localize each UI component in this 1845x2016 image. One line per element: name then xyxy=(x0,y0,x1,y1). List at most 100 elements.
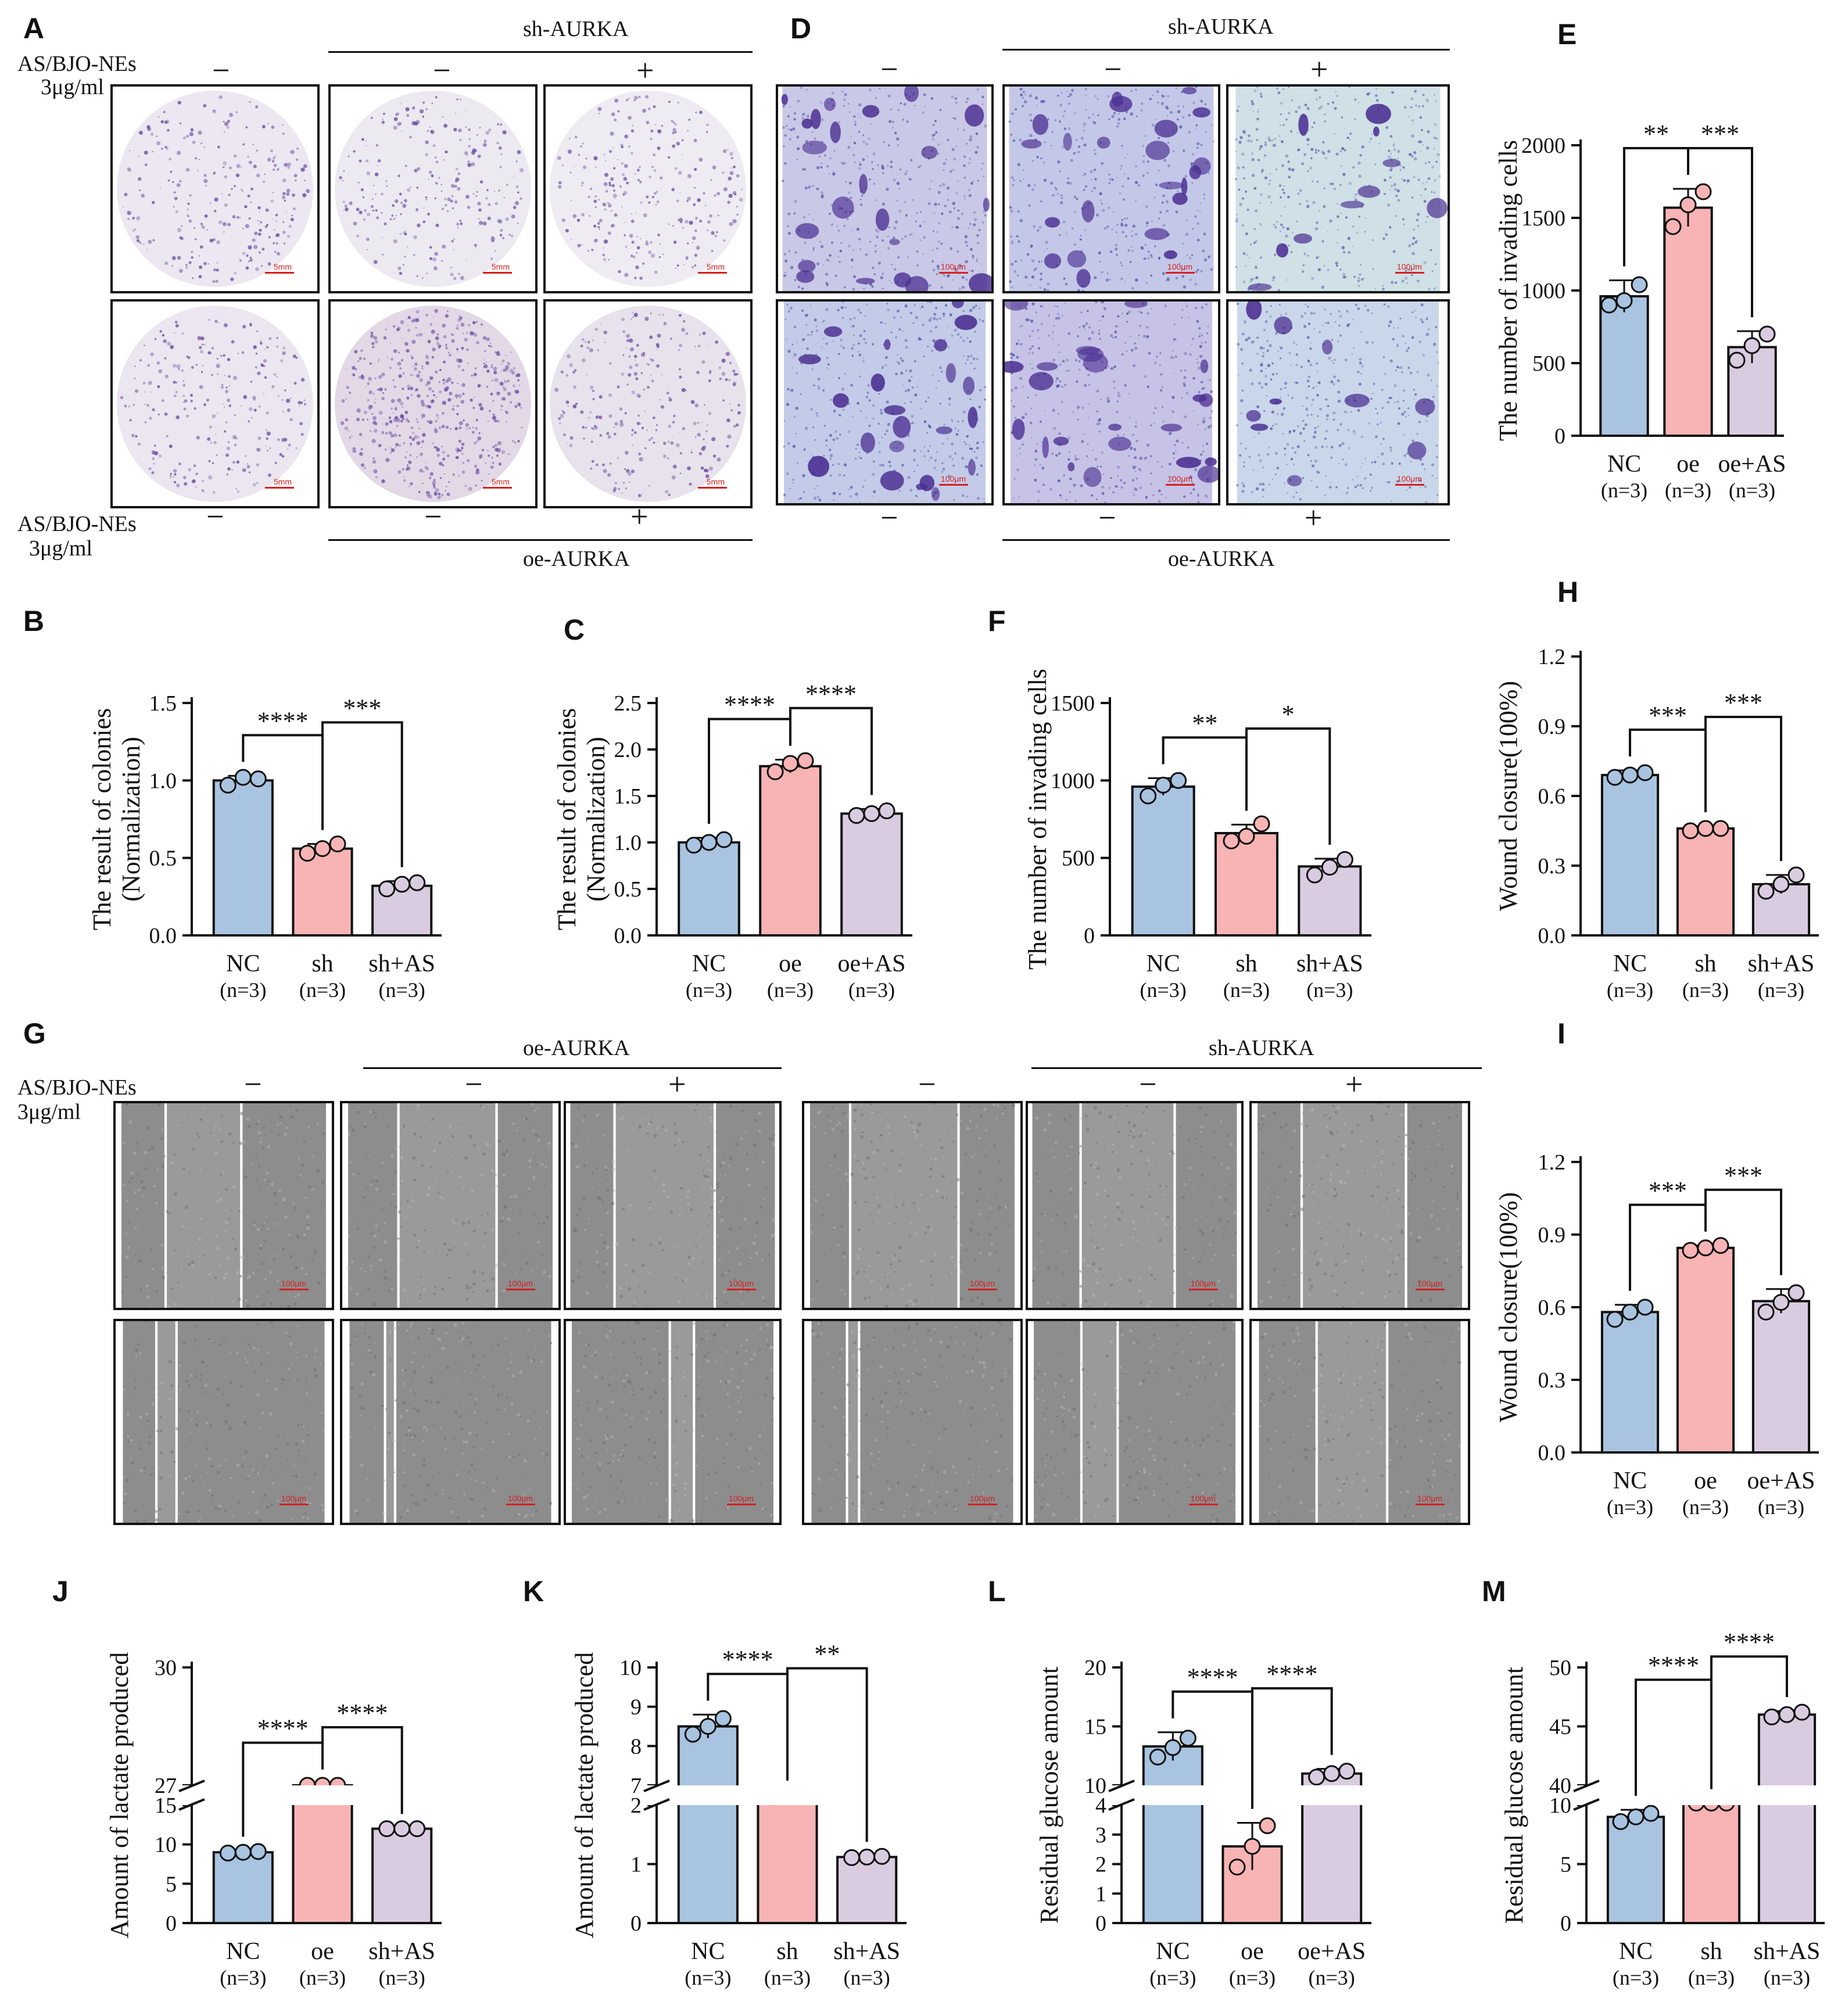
scale-bar xyxy=(1166,272,1195,274)
colony-plate-oe: 5mm xyxy=(328,299,538,508)
scale-bar xyxy=(727,1504,756,1505)
y-tick-label: 1.5 xyxy=(614,784,642,809)
y-axis-label: Residual glucose amount xyxy=(1500,1667,1528,1924)
data-point xyxy=(1259,1817,1276,1835)
scale-bar xyxy=(506,1289,535,1290)
data-point xyxy=(1621,766,1639,784)
data-point xyxy=(1228,1859,1246,1876)
y-tick-label: 10 xyxy=(155,1833,177,1857)
scale-bar-label: 100μm xyxy=(1167,262,1192,271)
wound-image-24h-sh: 100μm xyxy=(1026,1319,1244,1525)
data-point xyxy=(1323,1765,1341,1782)
x-n-label: (n=3) xyxy=(1764,1966,1810,1989)
sign-minus-d4: − xyxy=(880,500,898,535)
x-n-label: (n=3) xyxy=(1758,1495,1804,1519)
x-n-label: (n=3) xyxy=(220,978,266,1002)
panel-letter-j: J xyxy=(52,1575,69,1608)
wound-image-0h-sh: 100μm xyxy=(1026,1101,1244,1310)
x-tick-label: oe+AS xyxy=(1718,451,1786,478)
bar-nc xyxy=(212,779,274,937)
scale-bar xyxy=(483,272,512,274)
y-axis-label: The result of colonies xyxy=(88,708,116,930)
panel-letter-c: C xyxy=(564,614,585,646)
x-tick-label: oe xyxy=(311,1938,334,1965)
scale-bar xyxy=(1395,272,1424,274)
bar-nc xyxy=(1606,1816,1665,1924)
bar-nc xyxy=(1599,295,1649,437)
y-tick-label: 2.5 xyxy=(614,691,642,716)
x-n-label: (n=3) xyxy=(1613,1966,1659,1989)
scale-bar xyxy=(968,1504,997,1505)
data-point xyxy=(1712,1237,1729,1254)
y-tick-label: 0.3 xyxy=(1538,1368,1566,1393)
panel-letter-e: E xyxy=(1557,18,1577,51)
scale-bar-label: 100μm xyxy=(507,1494,533,1503)
significance-bracket xyxy=(1704,716,1782,861)
y-tick-label: 5 xyxy=(1560,1853,1571,1877)
data-point xyxy=(219,1845,237,1862)
x-n-label: (n=3) xyxy=(1149,1966,1196,1989)
group-label-sh-aurka-d: sh-AURKA xyxy=(1168,15,1274,39)
scale-bar xyxy=(727,1289,756,1290)
y-tick-label: 50 xyxy=(1549,1656,1571,1680)
x-n-label: (n=3) xyxy=(1688,1966,1735,1989)
data-point xyxy=(843,1849,861,1866)
wound-image-24h-nc-oe: 100μm xyxy=(113,1319,334,1525)
data-point xyxy=(1627,1808,1645,1825)
scale-bar-label: 100μm xyxy=(281,1279,306,1288)
x-tick-label: NC xyxy=(226,950,260,977)
scale-bar xyxy=(280,1504,309,1505)
y-tick-label: 0.0 xyxy=(614,924,642,948)
y-tick-label: 2.0 xyxy=(614,738,642,762)
data-point xyxy=(700,834,718,851)
scale-bar-label: 100μm xyxy=(1417,1279,1442,1288)
bar-sh xyxy=(1676,827,1735,937)
scale-bar-label: 100μm xyxy=(507,1279,533,1288)
y-tick-label: 2 xyxy=(630,1793,642,1818)
sign-minus-d1: − xyxy=(880,52,898,87)
data-point xyxy=(1621,1303,1639,1321)
x-tick-label: sh xyxy=(1235,950,1257,977)
data-point xyxy=(1338,1763,1356,1780)
data-point xyxy=(684,1726,701,1743)
axis-break-mark xyxy=(643,1780,670,1792)
data-point xyxy=(1697,1239,1714,1257)
y-tick-label: 1 xyxy=(1095,1882,1106,1906)
data-point xyxy=(797,752,814,769)
chart-h-wound-closure-sh: 0.0 0.3 0.6 0.9 1.2 Wound closure(100%) NC (n=3… xyxy=(1476,558,1836,1023)
panel-letter-m: M xyxy=(1482,1575,1506,1608)
scale-bar-label: 100μm xyxy=(940,262,966,271)
scale-bar-label: 100μm xyxy=(728,1494,754,1503)
data-point xyxy=(1778,1706,1796,1723)
data-point xyxy=(299,845,316,862)
y-tick-label: 1500 xyxy=(1051,691,1095,716)
data-point xyxy=(1636,1298,1654,1316)
y-tick-label: 40 xyxy=(1549,1774,1571,1798)
data-point xyxy=(1336,851,1353,868)
y-tick-label: 1 xyxy=(630,1853,642,1877)
scale-bar xyxy=(698,272,727,274)
data-point xyxy=(1787,1284,1805,1301)
data-point xyxy=(329,835,346,853)
data-point xyxy=(1321,859,1338,876)
y-axis-label: Amount of lactate produced xyxy=(570,1652,599,1938)
scale-bar-label: 100μm xyxy=(1167,474,1192,483)
y-tick-label: 500 xyxy=(1062,846,1095,871)
y-axis-label-2: (Normalization) xyxy=(582,737,610,901)
data-point xyxy=(409,874,426,891)
data-point xyxy=(234,769,252,786)
data-point xyxy=(1238,827,1255,845)
x-n-label: (n=3) xyxy=(848,978,895,1002)
axis-break-mark xyxy=(178,1798,205,1811)
scale-bar-label: 100μm xyxy=(1417,1494,1442,1503)
data-point xyxy=(1606,1311,1624,1328)
y-tick-label: 0.3 xyxy=(1538,854,1566,878)
axis-break-gap xyxy=(1110,1785,1377,1805)
significance-bracket xyxy=(321,1726,403,1814)
significance-label: ** xyxy=(1192,709,1217,737)
y-tick-label: 0 xyxy=(630,1911,642,1936)
y-tick-label: 500 xyxy=(1532,351,1565,376)
data-point xyxy=(1612,1813,1629,1830)
x-n-label: (n=3) xyxy=(1601,479,1647,502)
chart-i-wound-closure-oe: 0.0 0.3 0.6 0.9 1.2 Wound closure(100%) NC (n=3… xyxy=(1476,1063,1836,1540)
